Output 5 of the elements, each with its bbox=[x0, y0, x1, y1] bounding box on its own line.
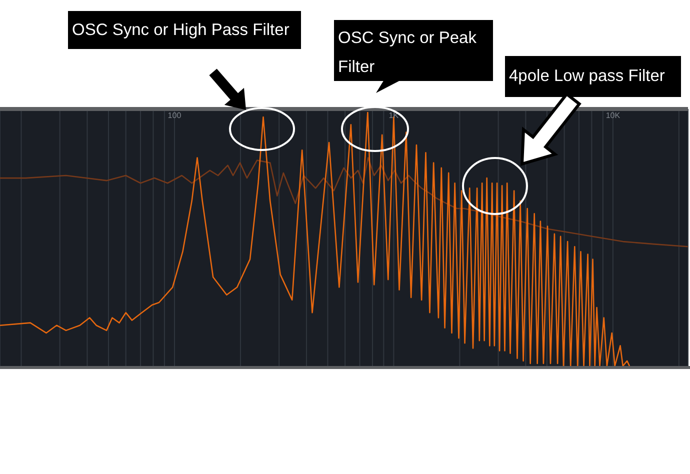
x-tick-label: 100 bbox=[168, 111, 182, 120]
text: 4pole Low pass Filter bbox=[505, 56, 681, 97]
text: OSC Sync or Peak Filter bbox=[334, 20, 493, 81]
x-tick-label: 10K bbox=[606, 111, 621, 120]
text: OSC Sync or High Pass Filter bbox=[68, 11, 301, 49]
